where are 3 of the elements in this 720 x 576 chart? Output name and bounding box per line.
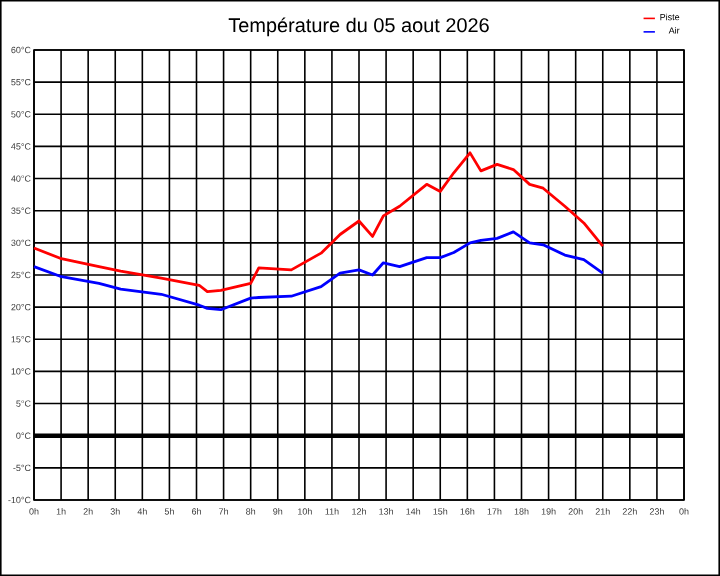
chart-title: Température du 05 aout 2026: [228, 17, 489, 37]
line-series: [32, 151, 605, 294]
line-series: [32, 230, 605, 312]
